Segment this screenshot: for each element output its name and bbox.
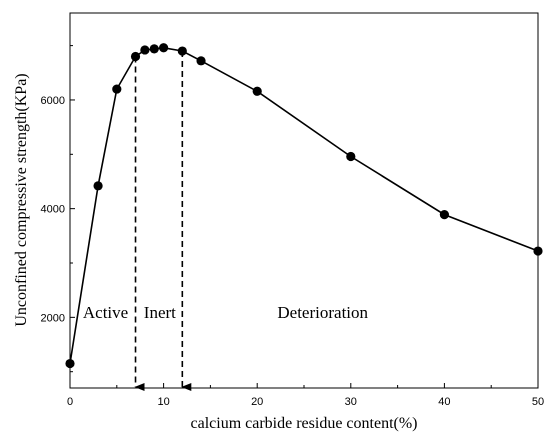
region-label-deterioration: Deterioration — [277, 303, 368, 322]
x-tick-label-10: 10 — [157, 396, 169, 408]
data-point — [112, 84, 122, 94]
y-tick-label-4000: 4000 — [41, 204, 65, 216]
x-tick-label-30: 30 — [345, 396, 357, 408]
y-axis: 2000 4000 6000 — [41, 45, 75, 373]
data-point — [130, 51, 141, 62]
y-axis-title: Unconfined compressive strength(KPa) — [13, 73, 30, 326]
data-point — [177, 46, 187, 56]
data-point — [149, 44, 159, 54]
y-tick-label-2000: 2000 — [41, 312, 65, 324]
x-axis-title: calcium carbide residue content(%) — [191, 415, 418, 432]
data-point — [346, 151, 356, 162]
region-label-active: Active — [83, 303, 128, 322]
x-tick-label-20: 20 — [251, 396, 263, 408]
data-point — [65, 358, 75, 369]
x-tick-label-40: 40 — [438, 396, 450, 408]
data-point — [140, 45, 150, 55]
y-tick-label-6000: 6000 — [41, 95, 65, 107]
data-point — [533, 246, 543, 256]
x-tick-label-50: 50 — [532, 396, 544, 408]
data-point — [196, 56, 206, 66]
data-point — [439, 210, 449, 220]
series-group — [65, 43, 543, 369]
region-boundaries — [134, 51, 192, 391]
plot-frame — [69, 12, 539, 389]
x-axis: 0 10 20 30 40 50 — [67, 383, 544, 408]
x-tick-label-0: 0 — [67, 396, 73, 408]
data-point — [159, 43, 169, 53]
data-point — [252, 86, 262, 96]
region-labels: Active Inert Deterioration — [83, 303, 369, 322]
data-point — [93, 181, 103, 191]
region-label-inert: Inert — [144, 303, 176, 322]
